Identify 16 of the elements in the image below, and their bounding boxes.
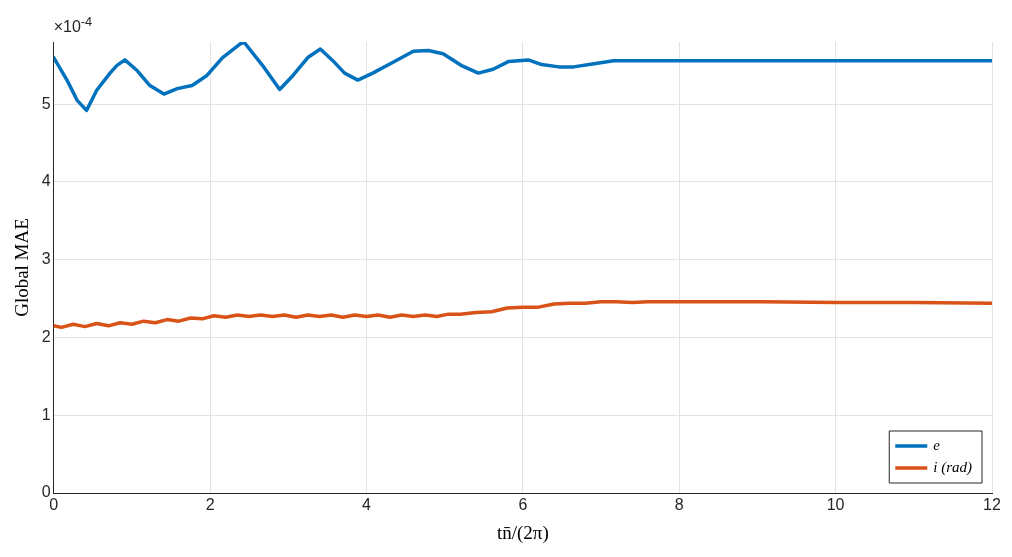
x-tick-label: 4 [362,496,372,514]
x-axis-title: tn̄/(2π) [496,521,549,544]
legend-label: e [933,436,941,453]
x-tick-label: 8 [674,496,684,514]
y-tick-label: 3 [41,250,51,268]
y-tick-label: 2 [41,327,51,345]
y-tick-label: 4 [41,172,51,190]
x-tick-label: 10 [826,496,845,514]
x-tick-label: 12 [983,496,1001,514]
y-tick-label: 5 [41,94,51,112]
legend-label: i (rad) [933,458,972,476]
y-axis-title: Global MAE [11,218,33,317]
y-tick-label: 0 [41,483,51,501]
x-tick-label: 2 [205,496,215,514]
x-tick-label: 6 [518,496,528,514]
y-tick-label: 1 [41,405,51,423]
